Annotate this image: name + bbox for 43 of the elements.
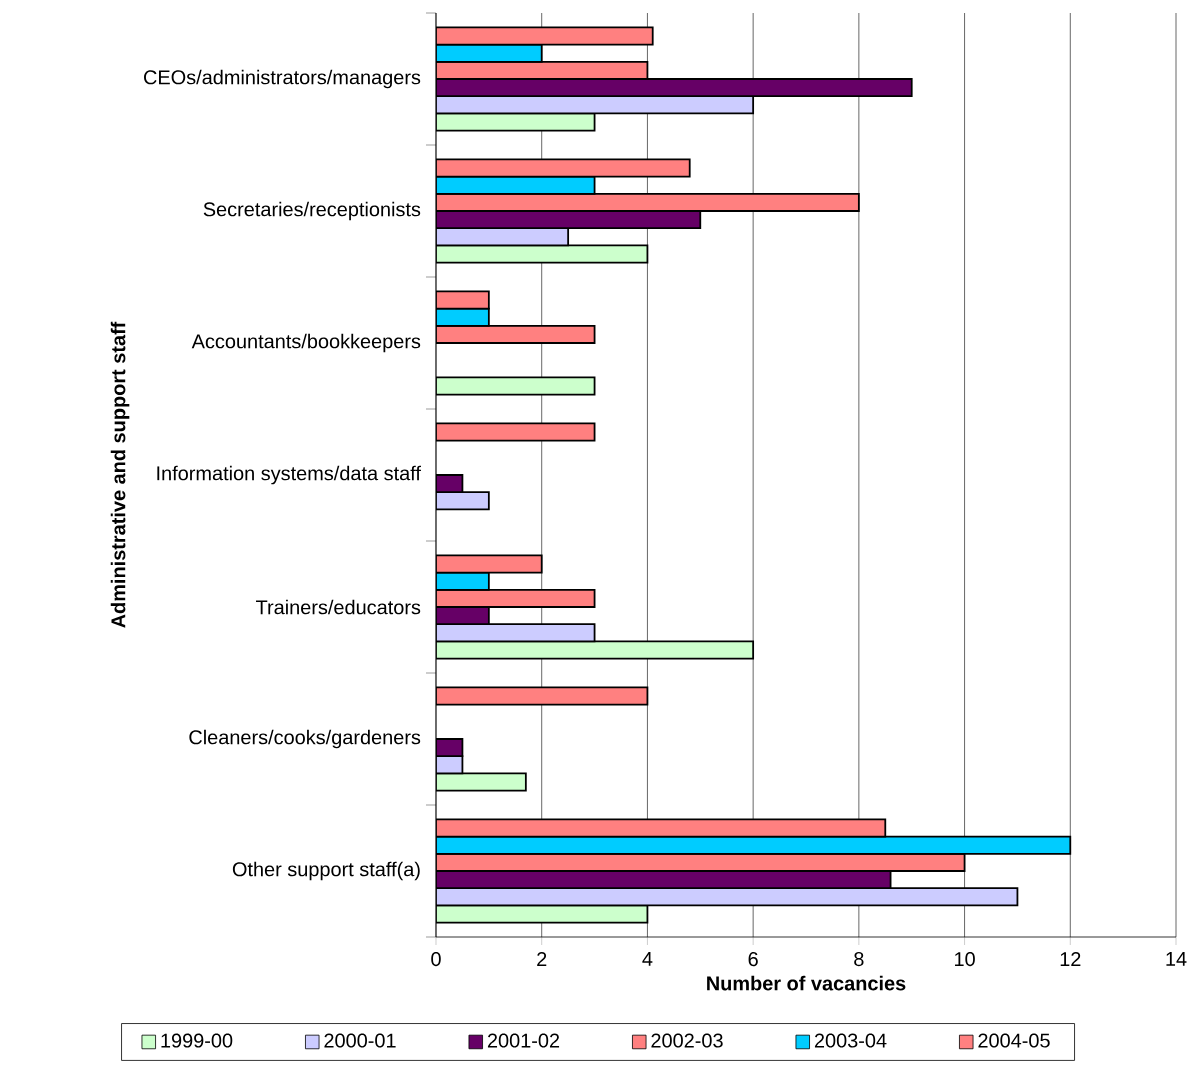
bar bbox=[435, 554, 543, 574]
y-tick-label: Secretaries/receptionists bbox=[203, 201, 421, 221]
x-tick-label: 4 bbox=[642, 952, 653, 966]
x-tick-label: 0 bbox=[431, 952, 441, 967]
bar bbox=[435, 491, 490, 511]
legend-label: 2004-05 bbox=[978, 1033, 1050, 1048]
bar bbox=[435, 227, 570, 247]
legend-label: 1999-00 bbox=[161, 1033, 233, 1048]
bar bbox=[435, 640, 755, 660]
x-axis-title: Number of vacancies bbox=[707, 975, 906, 991]
bar bbox=[435, 26, 654, 46]
x-tick-label: 12 bbox=[1060, 952, 1081, 966]
y-tick-label: Accountants/bookkeepers bbox=[191, 333, 421, 353]
bar bbox=[435, 818, 887, 838]
x-tick-label: 2 bbox=[537, 952, 547, 966]
bar bbox=[435, 887, 1019, 907]
bar bbox=[435, 571, 490, 591]
bar bbox=[435, 835, 1072, 855]
y-tick-label: Cleaners/cooks/gardeners bbox=[189, 729, 421, 749]
y-tick-label: Other support staff(a) bbox=[232, 861, 420, 881]
y-axis-title: Administrative and support staff bbox=[110, 321, 130, 628]
legend-label: 2003-04 bbox=[814, 1033, 887, 1048]
bar bbox=[435, 112, 596, 132]
y-tick-label: Information systems/data staff bbox=[157, 465, 421, 485]
bar bbox=[435, 158, 691, 178]
legend-label: 2002-03 bbox=[651, 1033, 723, 1048]
bar bbox=[435, 376, 596, 396]
bar bbox=[435, 290, 490, 310]
bar bbox=[435, 686, 649, 706]
legend-label: 2001-02 bbox=[487, 1033, 560, 1048]
bar bbox=[435, 244, 649, 264]
x-tick-label: 8 bbox=[854, 952, 864, 967]
bar bbox=[435, 904, 649, 924]
y-tick-label: CEOs/administrators/managers bbox=[144, 69, 421, 89]
bar bbox=[435, 623, 596, 643]
x-tick-label: 14 bbox=[1166, 952, 1187, 966]
legend-label: 2000-01 bbox=[324, 1033, 396, 1048]
x-tick-label: 10 bbox=[955, 952, 975, 967]
y-tick-label: Trainers/educators bbox=[256, 599, 421, 615]
bar bbox=[435, 422, 596, 442]
bar bbox=[435, 95, 755, 115]
x-tick-label: 6 bbox=[748, 952, 758, 967]
bar bbox=[435, 772, 527, 792]
